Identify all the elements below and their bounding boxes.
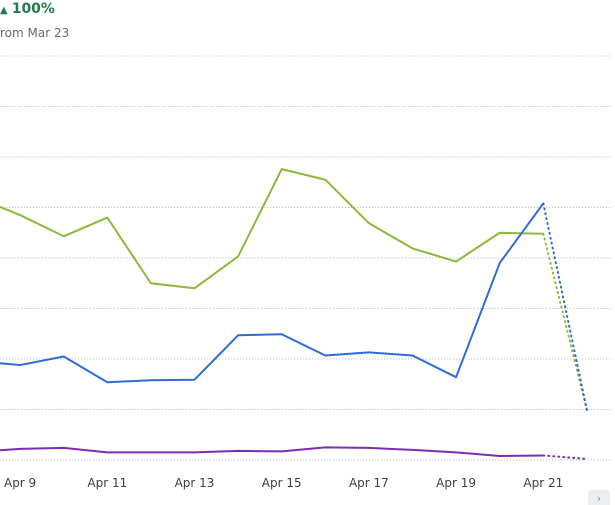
x-tick-label: Apr 11: [87, 476, 127, 490]
chevron-right-icon: ›: [596, 492, 602, 505]
series-line-purple: [0, 446, 545, 457]
x-tick-label: Apr 9: [4, 476, 36, 490]
x-tick-label: Apr 21: [523, 476, 563, 490]
series-partial-segment-blue: [542, 202, 588, 412]
series-partial-segment-purple: [542, 454, 588, 460]
scroll-right-button[interactable]: ›: [588, 490, 610, 505]
x-tick-label: Apr 13: [175, 476, 215, 490]
series-partial-segment-green: [542, 232, 588, 412]
grid-lines: [0, 55, 612, 461]
change-indicator: ▲ 100%: [0, 1, 55, 17]
series-line-green: [0, 168, 545, 290]
x-tick-label: Apr 17: [349, 476, 389, 490]
x-axis: Apr 9 Apr 11 Apr 13 Apr 15 Apr 17 Apr 19 Apr 2…: [4, 476, 563, 490]
series-lines: [0, 168, 588, 460]
x-tick-label: Apr 19: [436, 476, 476, 490]
up-arrow-icon: ▲: [0, 5, 8, 16]
change-value: 100%: [11, 1, 55, 17]
series-line-blue: [0, 202, 545, 384]
x-tick-label: Apr 15: [262, 476, 302, 490]
comparison-text: rom Mar 23: [0, 26, 70, 40]
